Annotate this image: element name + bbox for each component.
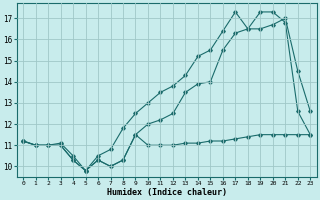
X-axis label: Humidex (Indice chaleur): Humidex (Indice chaleur) (107, 188, 227, 197)
